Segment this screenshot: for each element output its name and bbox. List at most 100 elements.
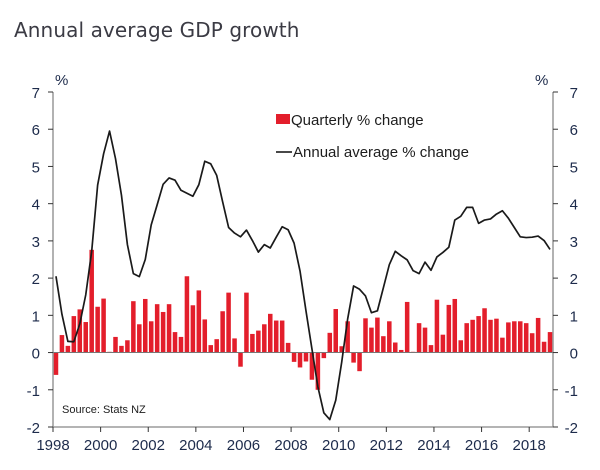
y-tick-label-left: 6 xyxy=(32,122,40,139)
y-unit-right: % xyxy=(535,72,548,89)
y-tick-label-left: 4 xyxy=(32,197,40,214)
bar xyxy=(119,345,124,353)
x-tick-label: 2008 xyxy=(274,437,307,454)
bar xyxy=(518,321,523,353)
y-tick-label-left: 3 xyxy=(32,234,40,251)
bar xyxy=(351,352,356,363)
bar xyxy=(214,339,219,353)
x-tick-label: 1998 xyxy=(36,437,69,454)
y-tick-label-right: -1 xyxy=(565,383,578,400)
x-tick-label: 2014 xyxy=(417,437,450,454)
y-tick-label-right: -2 xyxy=(565,420,578,437)
bar xyxy=(232,338,237,353)
source-note: Source: Stats NZ xyxy=(62,404,146,416)
bar xyxy=(53,352,59,375)
legend-label-quarterly: Quarterly % change xyxy=(291,112,424,129)
y-tick-label-right: 0 xyxy=(570,346,578,363)
bar xyxy=(381,336,386,353)
bar xyxy=(470,319,475,353)
bar xyxy=(345,321,350,353)
bar xyxy=(143,298,148,353)
bar xyxy=(59,335,65,353)
bar xyxy=(393,342,398,353)
line-series xyxy=(55,130,551,421)
bar xyxy=(220,311,225,353)
x-tick-label: 2016 xyxy=(465,437,498,454)
bar xyxy=(506,322,511,353)
bar xyxy=(113,336,118,353)
bar xyxy=(434,299,440,353)
bar xyxy=(101,298,106,353)
bar xyxy=(166,304,172,353)
bar xyxy=(363,318,368,353)
y-tick-label-left: -2 xyxy=(27,420,40,437)
bar xyxy=(428,345,434,353)
y-tick-label-right: 3 xyxy=(570,234,578,251)
annual-average-line xyxy=(55,130,551,421)
y-tick-label-left: 1 xyxy=(32,308,40,325)
bar xyxy=(160,311,166,353)
x-tick-label: 2006 xyxy=(227,437,260,454)
bar xyxy=(512,321,517,353)
bar xyxy=(83,322,88,353)
bar xyxy=(291,352,297,362)
bar xyxy=(529,333,535,353)
bar xyxy=(190,305,196,353)
bar xyxy=(71,316,77,353)
bar xyxy=(137,324,142,353)
bar xyxy=(375,317,380,353)
bar xyxy=(125,340,130,353)
y-tick-label-left: -1 xyxy=(27,383,40,400)
bar xyxy=(178,336,184,353)
bar xyxy=(333,309,338,353)
bar xyxy=(77,309,83,353)
bar xyxy=(172,332,178,353)
bar xyxy=(273,320,279,353)
bar-series xyxy=(53,249,553,390)
bar xyxy=(500,337,505,353)
bar xyxy=(321,352,327,359)
bar xyxy=(89,249,94,353)
y-tick-label-right: 6 xyxy=(570,122,578,139)
bar xyxy=(452,298,458,353)
bar xyxy=(541,341,547,353)
y-tick-label-left: 2 xyxy=(32,271,40,288)
bar xyxy=(369,327,374,353)
bar xyxy=(315,352,321,390)
bar xyxy=(184,276,190,353)
x-tick-label: 2002 xyxy=(132,437,165,454)
bar xyxy=(268,313,273,353)
x-tick-label: 2000 xyxy=(84,437,117,454)
y-tick-label-right: 1 xyxy=(570,308,578,325)
bar xyxy=(404,301,410,353)
legend: Quarterly % change Annual average % chan… xyxy=(276,112,469,161)
bar xyxy=(446,304,452,353)
chart-title: Annual average GDP growth xyxy=(14,18,300,42)
bar xyxy=(238,352,243,367)
y-tick-label-right: 2 xyxy=(570,271,578,288)
x-tick-label: 2010 xyxy=(322,437,355,454)
bar xyxy=(279,320,285,353)
bar xyxy=(547,332,553,353)
bar xyxy=(262,324,267,353)
bar xyxy=(339,346,344,353)
bar xyxy=(65,345,71,353)
bar xyxy=(523,323,529,353)
bar xyxy=(494,318,499,353)
bar xyxy=(416,323,422,353)
bar xyxy=(285,342,291,353)
y-unit-left: % xyxy=(55,72,68,89)
x-tick-label: 2018 xyxy=(513,437,546,454)
y-tick-label-right: 4 xyxy=(570,197,578,214)
bar xyxy=(488,319,493,353)
y-tick-label-left: 7 xyxy=(32,85,40,102)
bar xyxy=(196,290,202,353)
bar xyxy=(303,352,309,362)
bar xyxy=(327,332,333,353)
legend-label-annual: Annual average % change xyxy=(293,144,469,161)
bar xyxy=(148,321,154,353)
bar xyxy=(95,306,100,353)
bar xyxy=(476,316,481,353)
